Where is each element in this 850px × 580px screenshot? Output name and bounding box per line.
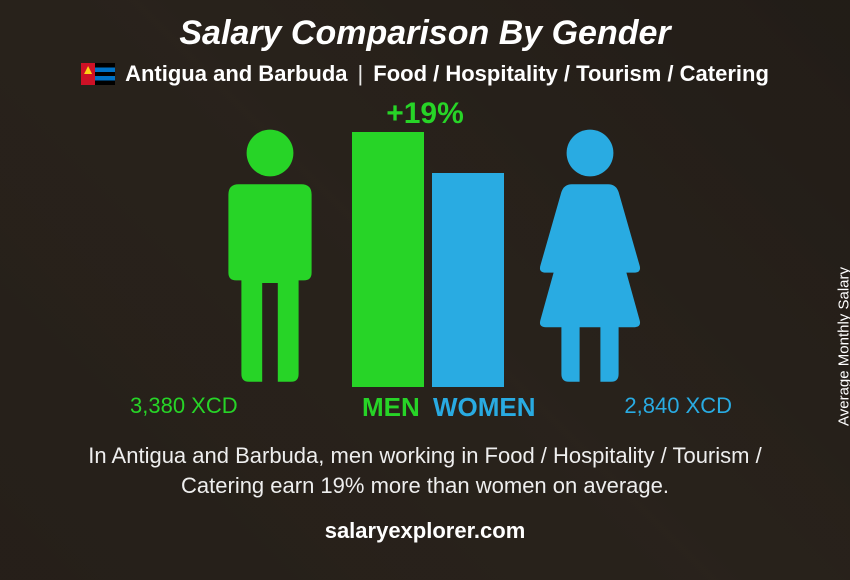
sector-name: Food / Hospitality / Tourism / Catering	[373, 61, 769, 87]
bar-label-women: WOMEN	[433, 392, 536, 423]
country-name: Antigua and Barbuda	[125, 61, 347, 87]
y-axis-label: Average Monthly Salary	[836, 267, 850, 426]
flag-icon	[81, 63, 115, 85]
page-title: Salary Comparison By Gender	[0, 0, 850, 53]
subtitle: Antigua and Barbuda | Food / Hospitality…	[0, 61, 850, 87]
chart: +19% 3,380 XCD MEN WOMEN 2,840 XCD Avera…	[0, 97, 850, 437]
bar-men	[352, 132, 424, 387]
salary-women: 2,840 XCD	[624, 393, 732, 419]
pct-diff-label: +19%	[386, 97, 464, 131]
footer-site: salaryexplorer.com	[0, 518, 850, 544]
separator: |	[358, 61, 364, 87]
woman-icon	[525, 127, 655, 387]
bar-label-men: MEN	[362, 392, 420, 423]
bar-women	[432, 173, 504, 387]
salary-men: 3,380 XCD	[130, 393, 238, 419]
man-icon	[205, 127, 335, 387]
description: In Antigua and Barbuda, men working in F…	[0, 441, 850, 500]
